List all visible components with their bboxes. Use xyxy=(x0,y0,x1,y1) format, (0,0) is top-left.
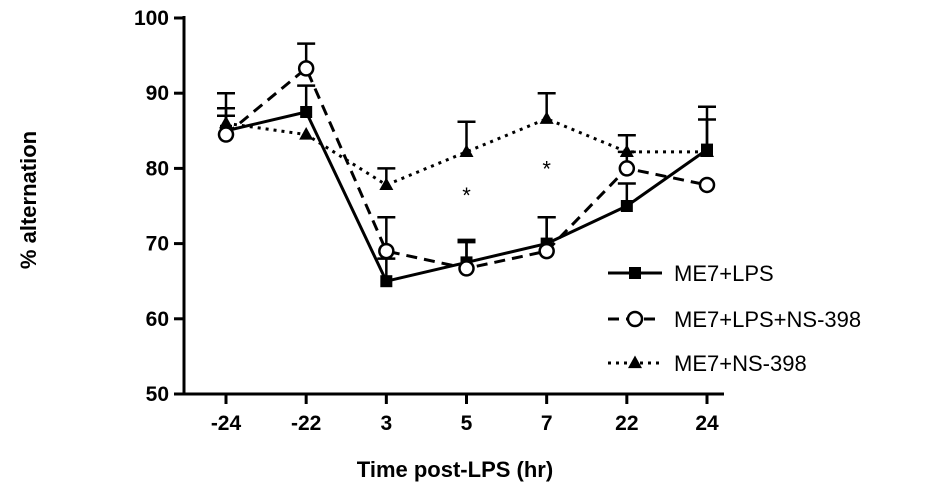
data-point xyxy=(620,200,633,212)
data-point xyxy=(219,115,233,129)
significance-marker: * xyxy=(462,183,471,208)
data-point xyxy=(618,160,636,177)
data-point xyxy=(538,242,555,260)
legend-label: ME7+LPS xyxy=(674,261,774,286)
x-axis-title: Time post-LPS (hr) xyxy=(357,457,553,482)
data-point xyxy=(378,242,395,260)
x-tick-label: 3 xyxy=(380,412,392,435)
data-point xyxy=(379,177,394,191)
data-point xyxy=(698,176,716,194)
data-point xyxy=(299,127,314,140)
series-2 xyxy=(217,42,716,277)
legend: ME7+LPS ME7+LPS+NS-398 ME7+NS-398 xyxy=(608,261,861,376)
data-point xyxy=(458,260,475,277)
data-point xyxy=(700,144,714,157)
data-point xyxy=(217,126,235,143)
y-tick-label: 70 xyxy=(146,233,169,256)
data-point xyxy=(539,111,554,124)
x-tick-label: 5 xyxy=(461,412,473,435)
legend-marker xyxy=(626,310,644,328)
data-point xyxy=(380,275,393,288)
x-tick-label: 22 xyxy=(615,412,638,435)
y-axis-title: % alternation xyxy=(16,131,41,269)
data-point xyxy=(297,60,315,77)
y-tick-label: 60 xyxy=(146,308,169,331)
series-3 xyxy=(217,91,716,191)
legend-label: ME7+LPS+NS-398 xyxy=(674,307,861,332)
axes: 50 60 70 80 90 100 -24 -22 3 5 7 22 24 xyxy=(134,7,724,435)
legend-label: ME7+NS-398 xyxy=(674,351,807,376)
series-layer xyxy=(217,42,716,288)
y-tick-label: 90 xyxy=(146,82,169,105)
annotations: ** xyxy=(462,157,551,208)
x-tick-label: 24 xyxy=(695,412,719,435)
data-point xyxy=(619,144,634,157)
legend-marker xyxy=(628,355,642,369)
x-tick-label: -24 xyxy=(211,412,242,435)
y-tick-label: 50 xyxy=(146,383,169,406)
y-tick-label: 100 xyxy=(134,7,169,30)
x-tick-label: -22 xyxy=(291,412,321,435)
data-point xyxy=(300,106,313,118)
x-tick-label: 7 xyxy=(541,412,553,435)
data-point xyxy=(459,144,474,157)
significance-marker: * xyxy=(542,157,551,182)
y-tick-label: 80 xyxy=(146,157,169,180)
legend-marker xyxy=(629,267,641,279)
